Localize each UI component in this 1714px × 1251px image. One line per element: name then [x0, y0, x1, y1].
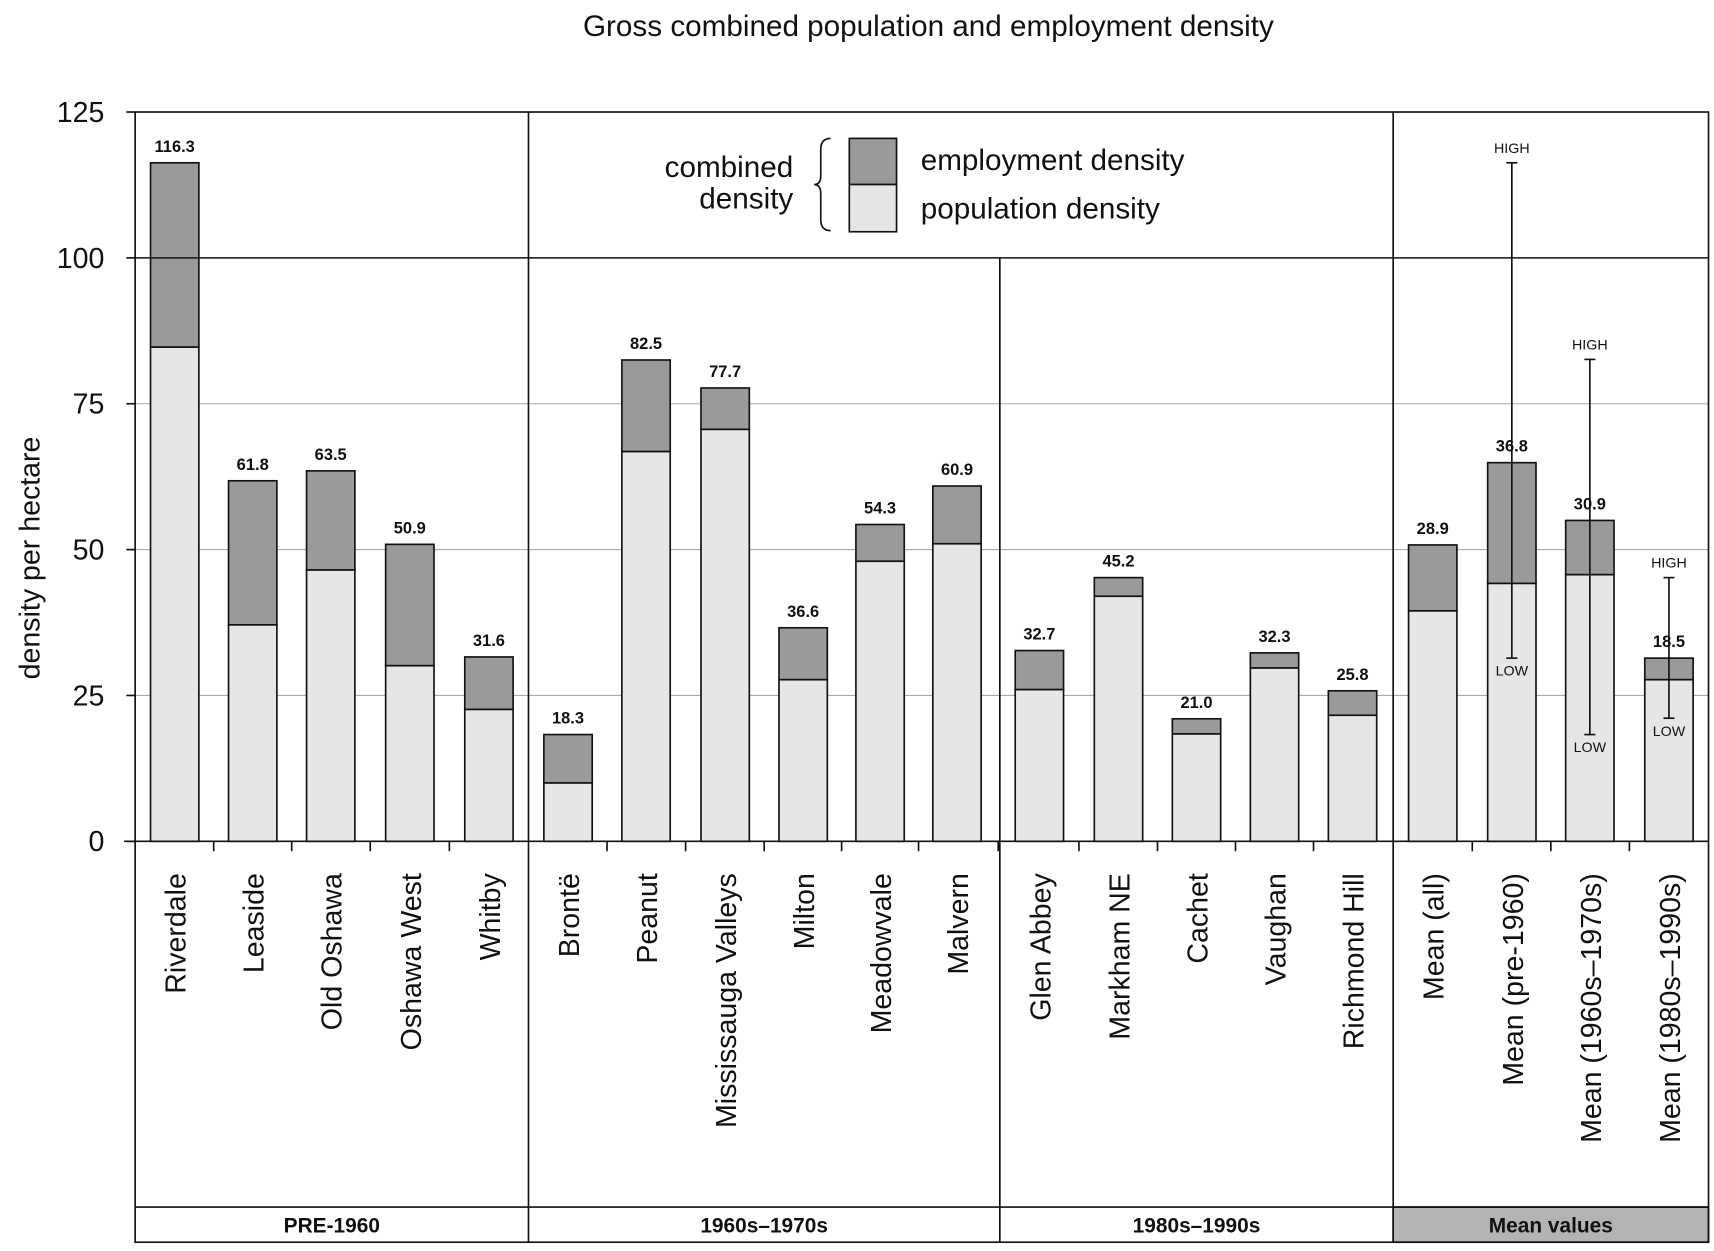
legend-swatch-population — [848, 183, 898, 233]
bar-population-13 — [1171, 733, 1222, 843]
category-label-3: Oshawa West — [396, 873, 428, 1050]
bar-employment-9 — [855, 523, 906, 563]
bar-population-6 — [621, 450, 672, 843]
category-label-13: Cachet — [1182, 873, 1214, 964]
category-label-17: Mean (pre-1960) — [1498, 873, 1530, 1086]
category-label-15: Richmond Hill — [1339, 873, 1371, 1049]
category-label-9: Meadowvale — [866, 873, 898, 1033]
data-label-15: 25.8 — [1336, 666, 1368, 684]
category-label-10: Malvern — [943, 873, 975, 975]
bar-population-11 — [1014, 688, 1065, 843]
bar-population-4 — [463, 708, 514, 843]
category-label-14: Vaughan — [1260, 873, 1292, 985]
bar-employment-5 — [543, 733, 594, 784]
bar-population-10 — [931, 542, 982, 843]
y-tick-75: 75 — [73, 389, 105, 421]
range-high-label-2: HIGH — [1651, 556, 1687, 572]
data-label-3: 50.9 — [394, 519, 426, 537]
range-high-label-0: HIGH — [1494, 141, 1530, 157]
legend-population: population density — [921, 193, 1160, 226]
y-tick-100: 100 — [57, 243, 105, 275]
bar-employment-11 — [1014, 649, 1065, 691]
bar-employment-8 — [778, 626, 829, 681]
bar-population-3 — [384, 664, 435, 843]
bar-employment-15 — [1327, 689, 1378, 717]
y-tick-0: 0 — [88, 826, 104, 858]
bar-population-9 — [855, 560, 906, 843]
category-label-0: Riverdale — [161, 873, 193, 994]
data-label-2: 63.5 — [315, 446, 347, 464]
data-label-1: 61.8 — [237, 456, 269, 474]
y-tick-25: 25 — [73, 680, 105, 712]
bar-employment-13 — [1171, 717, 1222, 735]
category-label-1: Leaside — [239, 873, 271, 973]
bar-population-1 — [227, 624, 278, 843]
chart-title: Gross combined population and employment… — [583, 10, 1274, 43]
legend-brace — [814, 137, 831, 232]
range-high-label-1: HIGH — [1572, 338, 1608, 354]
category-label-19: Mean (1980s–1990s) — [1655, 873, 1687, 1143]
bar-employment-12 — [1093, 576, 1144, 598]
category-label-7: Mississauga Valleys — [711, 873, 743, 1128]
bar-employment-4 — [463, 656, 514, 711]
data-label-6: 82.5 — [630, 335, 662, 353]
category-label-18: Mean (1960s–1970s) — [1576, 873, 1608, 1143]
bar-employment-1 — [227, 479, 278, 626]
group-label-1: 1960s–1970s — [700, 1214, 828, 1237]
data-label-7: 77.7 — [709, 363, 741, 381]
data-label-8: 36.6 — [787, 603, 819, 621]
bar-employment-6 — [621, 359, 672, 453]
category-label-4: Whitby — [475, 872, 507, 960]
range-low-label-2: LOW — [1653, 724, 1686, 740]
bar-employment-16 — [1407, 544, 1458, 612]
bar-population-12 — [1093, 595, 1144, 843]
range-low-label-1: LOW — [1574, 740, 1607, 756]
bar-population-14 — [1249, 667, 1300, 843]
bar-employment-2 — [305, 470, 356, 571]
range-low-label-0: LOW — [1496, 664, 1529, 680]
bar-population-0 — [149, 346, 200, 843]
category-label-16: Mean (all) — [1419, 873, 1451, 1000]
category-label-11: Glen Abbey — [1025, 872, 1057, 1020]
bar-population-8 — [778, 678, 829, 843]
legend-group-label-2: density — [699, 183, 793, 216]
plot-frame — [134, 111, 1710, 1244]
y-tick-125: 125 — [57, 97, 105, 129]
bar-population-16 — [1407, 610, 1458, 843]
data-label-10: 60.9 — [941, 461, 973, 479]
category-label-6: Peanut — [632, 873, 664, 964]
data-label-11: 32.7 — [1023, 626, 1055, 644]
group-label-3: Mean values — [1489, 1214, 1613, 1237]
bar-employment-3 — [384, 543, 435, 667]
bar-employment-14 — [1249, 652, 1300, 669]
data-label-14: 32.3 — [1258, 628, 1290, 646]
bar-population-7 — [700, 428, 751, 843]
group-label-0: PRE-1960 — [284, 1214, 380, 1237]
bar-employment-0 — [149, 161, 200, 348]
data-label-13: 21.0 — [1180, 694, 1212, 712]
legend-group-label: combined — [665, 151, 794, 184]
bar-employment-10 — [931, 485, 982, 545]
data-label-5: 18.3 — [552, 710, 584, 728]
y-tick-50: 50 — [73, 534, 105, 566]
group-label-2: 1980s–1990s — [1133, 1214, 1261, 1237]
category-label-12: Markham NE — [1104, 873, 1136, 1040]
data-label-16: 28.9 — [1417, 520, 1449, 538]
bar-employment-7 — [700, 387, 751, 431]
data-label-9: 54.3 — [864, 500, 896, 518]
category-label-5: Brontë — [554, 873, 586, 957]
data-label-4: 31.6 — [473, 632, 505, 650]
data-label-12: 45.2 — [1102, 553, 1134, 571]
legend: combined density employment density popu… — [665, 137, 1185, 233]
y-axis-label: density per hectare — [15, 437, 47, 680]
legend-employment: employment density — [921, 144, 1185, 177]
category-label-8: Milton — [789, 873, 821, 949]
bar-population-15 — [1327, 714, 1378, 843]
data-label-0: 116.3 — [155, 138, 195, 156]
bar-population-2 — [305, 569, 356, 843]
bar-population-5 — [543, 782, 594, 843]
category-label-2: Old Oshawa — [317, 873, 349, 1030]
legend-swatch-employment — [848, 137, 898, 186]
